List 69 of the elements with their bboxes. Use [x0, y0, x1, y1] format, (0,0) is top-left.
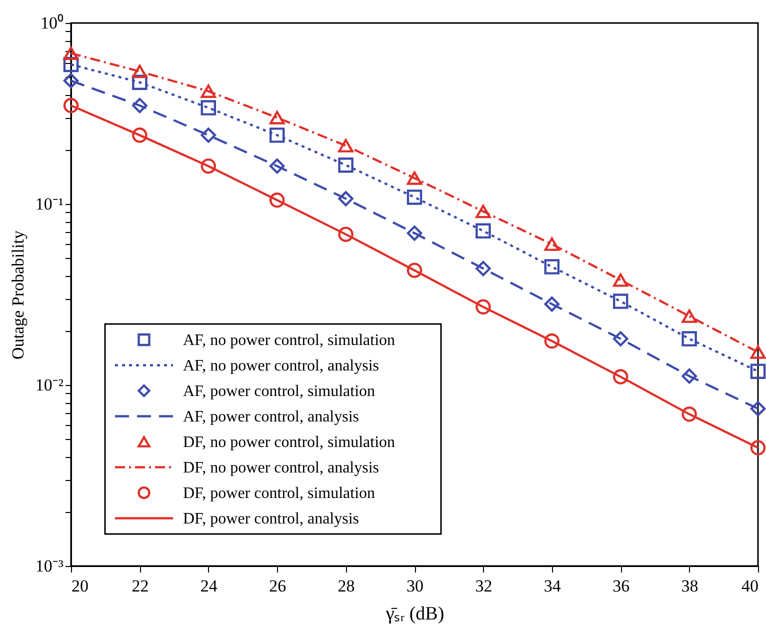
- point: [612, 294, 628, 309]
- point: [338, 226, 354, 242]
- point: [476, 204, 491, 218]
- point: [544, 259, 560, 274]
- x-tick-label: 30: [406, 576, 424, 596]
- point: [406, 226, 422, 241]
- point: [338, 138, 354, 152]
- point: [269, 192, 285, 208]
- point: [544, 296, 560, 312]
- point: [682, 309, 697, 323]
- point: [682, 331, 697, 346]
- x-tick-label: 22: [132, 576, 149, 596]
- x-axis-title: γ̄ₛᵣ (dB): [384, 604, 444, 624]
- point: [200, 100, 216, 116]
- point: [612, 331, 628, 346]
- point: [200, 128, 216, 143]
- point: [63, 46, 79, 60]
- y-tick-label: 10⁻²: [35, 376, 64, 394]
- legend-label: DF, power control, simulation: [183, 484, 376, 502]
- point: [132, 128, 148, 143]
- y-tick-label: 10⁻³: [35, 556, 64, 576]
- point: [269, 128, 285, 143]
- point: [750, 364, 766, 379]
- point: [132, 98, 148, 114]
- point: [476, 260, 491, 276]
- point: [476, 223, 491, 239]
- point: [406, 190, 422, 205]
- point: [63, 73, 79, 88]
- point: [682, 406, 697, 422]
- point: [750, 401, 766, 416]
- x-tick-label: 26: [269, 576, 286, 596]
- legend-label: AF, no power control, simulation: [183, 332, 396, 349]
- x-tick-label: 36: [612, 576, 630, 596]
- x-tick-label: 38: [681, 576, 698, 596]
- point: [338, 157, 354, 173]
- x-tick-label: 32: [475, 576, 492, 596]
- point: [612, 369, 628, 384]
- point: [63, 98, 79, 114]
- y-tick-label: 10⁰: [40, 14, 64, 32]
- legend-label: DF, no power control, analysis: [183, 459, 380, 476]
- legend-label: AF, no power control, analysis: [183, 357, 380, 374]
- point: [269, 110, 285, 124]
- x-tick-label: 24: [200, 576, 218, 596]
- point: [750, 345, 766, 359]
- point: [269, 158, 285, 174]
- point: [544, 333, 560, 349]
- x-tick-label: 20: [72, 576, 88, 596]
- legend-label: AF, power control, analysis: [183, 408, 360, 426]
- x-tick-label: 40: [742, 576, 758, 596]
- point: [63, 56, 79, 72]
- y-axis-title: Outage Probability: [8, 230, 28, 360]
- point: [612, 273, 628, 287]
- point: [750, 440, 766, 456]
- point: [338, 191, 354, 206]
- legend-label: AF, power control, simulation: [183, 382, 376, 400]
- y-tick-label: 10⁻¹: [35, 194, 64, 214]
- x-tick-label: 28: [338, 576, 355, 596]
- point: [132, 74, 148, 90]
- point: [406, 262, 422, 278]
- x-tick-label: 34: [544, 576, 562, 596]
- point: [132, 64, 148, 78]
- point: [200, 84, 216, 98]
- point: [544, 237, 560, 251]
- point: [682, 368, 697, 384]
- point: [200, 158, 216, 174]
- legend-label: DF, no power control, simulation: [183, 434, 396, 451]
- point: [406, 171, 422, 185]
- point: [476, 299, 491, 315]
- legend-label: DF, power control, analysis: [183, 510, 360, 528]
